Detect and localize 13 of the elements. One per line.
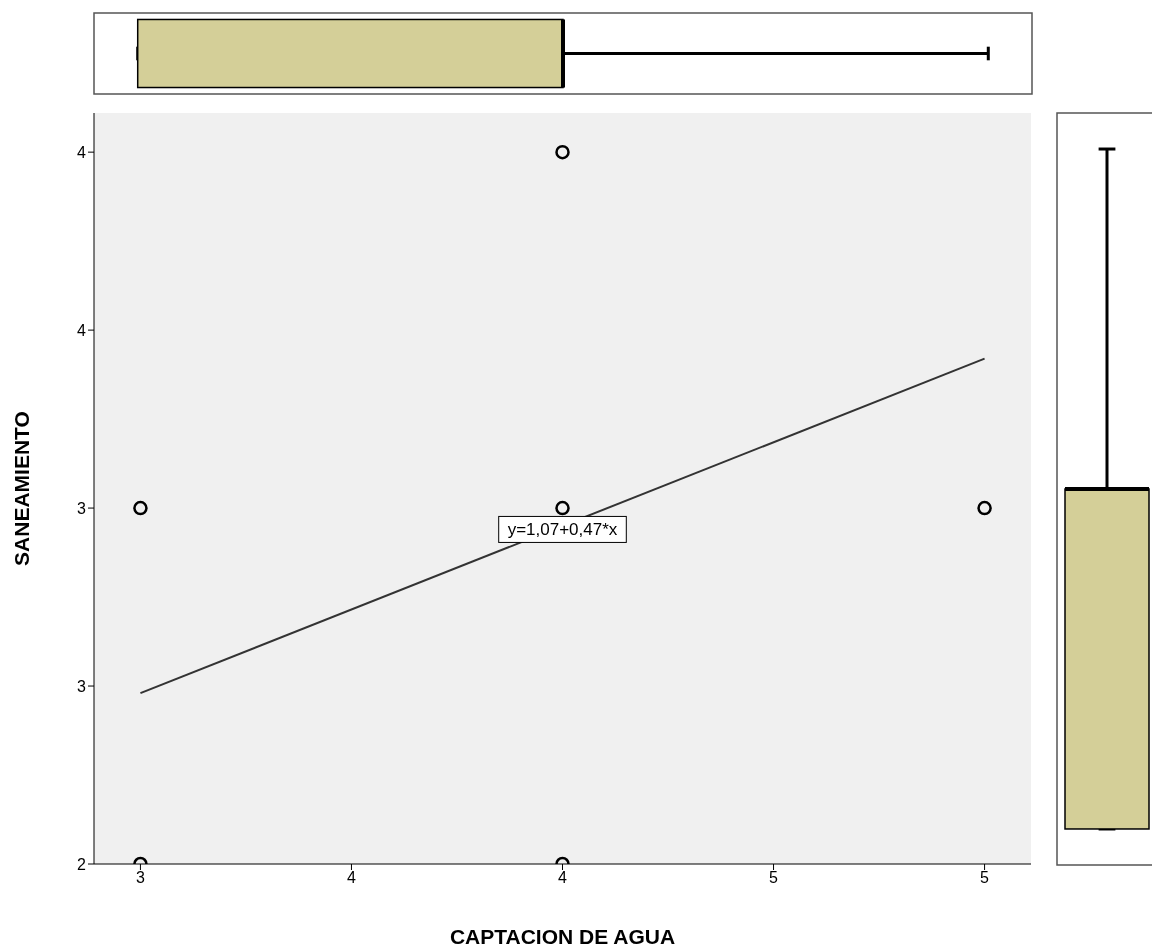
annotation: y=1,07+0,47*x — [507, 520, 618, 540]
x-tick-label: 4 — [347, 869, 357, 887]
y-tick-label: 4 — [77, 321, 87, 339]
x-axis-title: CAPTACION DE AGUA — [449, 925, 676, 944]
x-tick-label: 5 — [769, 869, 779, 887]
y-tick-label: 3 — [77, 677, 87, 695]
y-axis-title: SANEAMIENTO — [10, 411, 34, 566]
x-tick-label: 5 — [980, 869, 990, 887]
x-tick-label: 3 — [135, 869, 145, 887]
y-tick-label: 4 — [77, 143, 87, 161]
x-tick-label: 4 — [558, 869, 568, 887]
y-tick-label: 2 — [77, 855, 87, 873]
y-tick-label: 3 — [77, 499, 87, 517]
